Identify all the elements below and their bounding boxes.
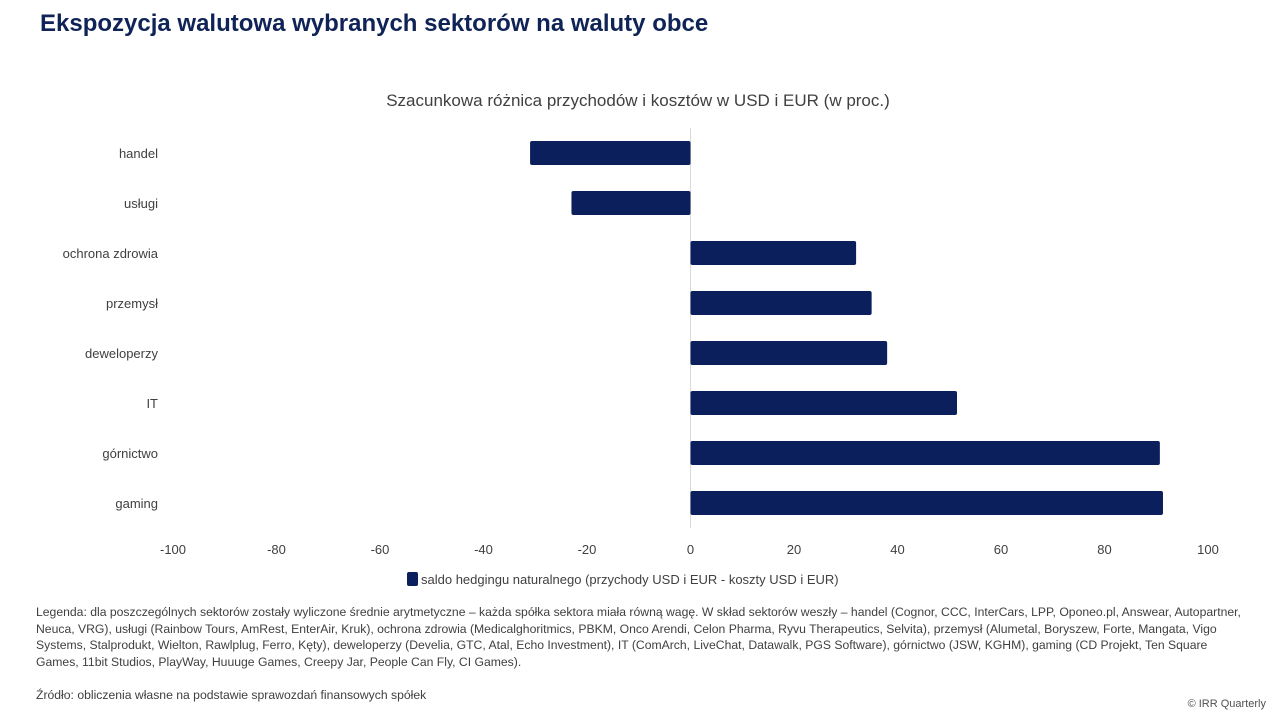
x-tick-label: 40 — [890, 542, 904, 557]
source-note: Źródło: obliczenia własne na podstawie s… — [36, 688, 427, 702]
x-tick-label: 0 — [687, 542, 694, 557]
legend: saldo hedgingu naturalnego (przychody US… — [407, 572, 839, 587]
bar-7 — [690, 491, 1163, 515]
bar-2 — [690, 241, 857, 265]
x-tick-label: -20 — [578, 542, 597, 557]
category-label: handel — [119, 146, 158, 161]
bar-0 — [530, 141, 691, 165]
bar-1 — [571, 191, 691, 215]
x-tick-label: -60 — [371, 542, 390, 557]
legend-label: saldo hedgingu naturalnego (przychody US… — [421, 572, 839, 587]
x-tick-label: 100 — [1197, 542, 1219, 557]
x-tick-label: -100 — [160, 542, 186, 557]
legend-swatch — [407, 572, 418, 586]
category-label: górnictwo — [102, 446, 158, 461]
bar-5 — [690, 391, 958, 415]
x-tick-label: 80 — [1097, 542, 1111, 557]
x-tick-label: -80 — [267, 542, 286, 557]
category-label: usługi — [124, 196, 158, 211]
page-title: Ekspozycja walutowa wybranych sektorów n… — [40, 10, 709, 37]
legend-note: Legenda: dla poszczególnych sektorów zos… — [36, 605, 1241, 669]
category-label: przemysł — [106, 296, 158, 311]
category-label: deweloperzy — [85, 346, 158, 361]
x-tick-labels: -100 -80 -60 -40 -20 0 20 40 60 80 100 — [160, 542, 1219, 557]
x-tick-label: 60 — [994, 542, 1008, 557]
copyright: © IRR Quarterly — [1187, 698, 1266, 710]
bar-3 — [690, 291, 872, 315]
category-label: gaming — [115, 496, 158, 511]
x-tick-label: -40 — [474, 542, 493, 557]
bar-chart: Szacunkowa różnica przychodów i kosztów … — [63, 91, 1219, 587]
bar-4 — [690, 341, 888, 365]
category-labels: handel usługi ochrona zdrowia przemysł dewel… — [63, 146, 159, 511]
category-label: IT — [146, 396, 158, 411]
x-tick-label: 20 — [787, 542, 801, 557]
bars-group — [530, 141, 1163, 515]
category-label: ochrona zdrowia — [63, 246, 159, 261]
chart-title: Szacunkowa różnica przychodów i kosztów … — [386, 91, 890, 110]
bar-6 — [690, 441, 1160, 465]
